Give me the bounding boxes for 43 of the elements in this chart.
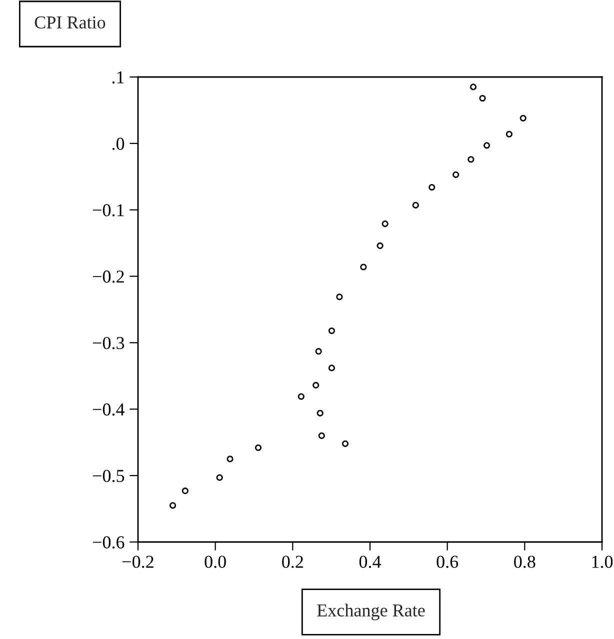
point (318, 432, 325, 440)
point (170, 502, 176, 509)
point (468, 156, 474, 163)
y-tick-label: −0.3 (92, 336, 124, 350)
y-tick-label: −0.4 (92, 403, 125, 416)
point (382, 220, 388, 228)
x-tick-label: 1.0 (592, 556, 613, 568)
point (182, 488, 188, 494)
point (312, 382, 320, 389)
point (342, 440, 349, 447)
x-tick-label: −0.2 (122, 556, 154, 568)
y-tick-label: .0 (112, 138, 124, 150)
y-tick-label: −0.5 (92, 470, 124, 482)
point (254, 444, 262, 451)
point (483, 142, 490, 149)
x-tick-label: 0.8 (514, 556, 536, 568)
point (452, 171, 460, 178)
point (520, 114, 526, 122)
point (328, 327, 336, 334)
point (316, 410, 324, 416)
y-tick-label: −0.2 (92, 270, 124, 283)
point (506, 130, 512, 138)
point (226, 456, 234, 462)
y-tick-label: −0.6 (92, 536, 124, 549)
x-tick-label: 0.0 (204, 556, 226, 568)
point (315, 348, 322, 355)
x-tick-label: 0.4 (359, 556, 382, 568)
point (336, 294, 343, 300)
point (360, 264, 367, 270)
y-tick-label: .1 (112, 71, 124, 84)
x-tick-label: 0.2 (282, 556, 303, 568)
point (216, 474, 223, 481)
point (428, 184, 436, 191)
x-axis-title: Exchange Rate (317, 604, 425, 620)
point (412, 202, 419, 208)
point (376, 242, 384, 250)
x-tick-label: 0.6 (436, 556, 458, 568)
y-axis-title: CPI Ratio (34, 16, 106, 29)
point (479, 94, 486, 102)
point (470, 84, 477, 90)
point (328, 364, 336, 372)
y-tick-label: −0.1 (92, 204, 124, 216)
point (298, 393, 304, 400)
